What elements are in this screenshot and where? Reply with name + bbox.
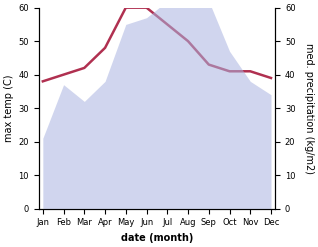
Y-axis label: max temp (C): max temp (C) <box>4 74 14 142</box>
Y-axis label: med. precipitation (kg/m2): med. precipitation (kg/m2) <box>304 43 314 174</box>
X-axis label: date (month): date (month) <box>121 233 193 243</box>
